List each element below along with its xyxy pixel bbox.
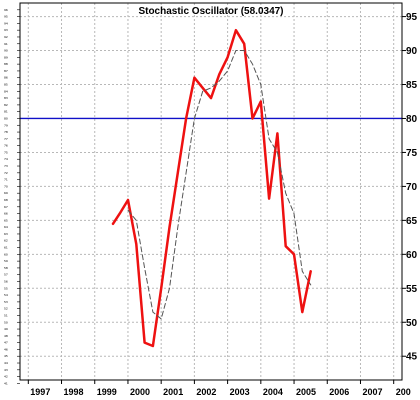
left-tick-label: 66 (4, 212, 8, 216)
left-tick-label: 51 (4, 313, 8, 317)
left-tick-label: 47 (4, 341, 8, 345)
left-tick-label: 43 (4, 368, 8, 372)
y-tick-label: 90 (406, 46, 418, 57)
y-tick-label: 55 (406, 284, 418, 295)
x-tick-label: 200 (396, 387, 411, 397)
left-tick-label: 80 (4, 116, 8, 120)
left-tick-label: 53 (4, 300, 8, 304)
y-tick-label: 85 (406, 80, 418, 91)
left-tick-label: 73 (4, 164, 8, 168)
signal-series-line (127, 50, 312, 320)
left-tick-label: 71 (4, 178, 8, 182)
left-tick-label: 89 (4, 55, 8, 59)
left-tick-label: 41 (4, 381, 8, 385)
left-tick-label: 76 (4, 144, 8, 148)
left-tick-label: 88 (4, 62, 8, 66)
left-tick-label: 61 (4, 246, 8, 250)
left-tick-label: 92 (4, 35, 8, 39)
y-tick-label: 60 (406, 250, 418, 261)
grid-layer (20, 3, 402, 380)
left-tick-label: 77 (4, 137, 8, 141)
left-tick-label: 49 (4, 327, 8, 331)
y-tick-label: 95 (406, 12, 418, 23)
y-tick-label: 65 (406, 216, 418, 227)
left-tick-label: 93 (4, 28, 8, 32)
right-y-axis: 45 50 55 60 65 70 75 80 85 90 95 (402, 12, 418, 363)
x-tick-label: 1998 (64, 387, 84, 397)
chart-title: Stochastic Oscillator (58.0347) (138, 6, 283, 17)
left-tick-label: 65 (4, 218, 8, 222)
left-mini-axis: 96 95 94 93 92 91 90 89 88 87 86 85 84 83 82 81 80 79 78 77… (4, 8, 20, 385)
left-tick-label: 55 (4, 286, 8, 290)
left-tick-label: 95 (4, 15, 8, 19)
left-tick-label: 59 (4, 259, 8, 263)
left-tick-label: 94 (4, 21, 8, 25)
left-tick-label: 54 (4, 293, 8, 297)
y-tick-label: 45 (406, 352, 418, 363)
left-tick-label: 62 (4, 239, 8, 243)
x-tick-label: 2003 (230, 387, 250, 397)
left-tick-label: 86 (4, 76, 8, 80)
left-tick-label: 57 (4, 273, 8, 277)
y-tick-label: 80 (406, 114, 418, 125)
y-tick-label: 50 (406, 318, 418, 329)
left-tick-label: 70 (4, 184, 8, 188)
left-tick-label: 50 (4, 320, 8, 324)
y-tick-label: 75 (406, 148, 418, 159)
left-tick-label: 72 (4, 171, 8, 175)
left-tick-label: 63 (4, 232, 8, 236)
left-tick-label: 58 (4, 266, 8, 270)
left-tick-label: 87 (4, 69, 8, 73)
left-tick-label: 44 (4, 361, 8, 365)
left-tick-label: 46 (4, 347, 8, 351)
left-tick-label: 52 (4, 307, 8, 311)
left-tick-label: 48 (4, 334, 8, 338)
x-tick-label: 2005 (296, 387, 316, 397)
left-tick-label: 84 (4, 89, 8, 93)
plot-frame (19, 2, 403, 381)
left-tick-label: 96 (4, 8, 8, 12)
x-tick-label: 1997 (30, 387, 50, 397)
left-tick-label: 78 (4, 130, 8, 134)
y-tick-label: 70 (406, 182, 418, 193)
x-tick-label: 2002 (196, 387, 216, 397)
x-tick-label: 2000 (130, 387, 150, 397)
left-tick-label: 56 (4, 280, 8, 284)
plot-border (19, 2, 403, 381)
left-tick-label: 85 (4, 83, 8, 87)
left-tick-label: 69 (4, 191, 8, 195)
left-tick-label: 82 (4, 103, 8, 107)
x-tick-label: 1999 (97, 387, 117, 397)
left-tick-label: 60 (4, 252, 8, 256)
left-tick-label: 74 (4, 157, 8, 161)
x-tick-label: 2001 (163, 387, 183, 397)
left-tick-label: 45 (4, 354, 8, 358)
oscillator-series-line (111, 28, 312, 348)
left-tick-label: 90 (4, 49, 8, 53)
left-tick-label: 67 (4, 205, 8, 209)
x-tick-label: 2004 (263, 387, 283, 397)
series-layer (111, 28, 312, 348)
left-tick-label: 79 (4, 123, 8, 127)
left-tick-label: 91 (4, 42, 8, 46)
left-tick-label: 75 (4, 150, 8, 154)
left-tick-label: 68 (4, 198, 8, 202)
left-tick-label: 83 (4, 96, 8, 100)
left-tick-label: 81 (4, 110, 8, 114)
x-axis: 1997 1998 1999 2000 2001 2002 2003 2004 2005 2006… (27, 380, 411, 397)
left-tick-label: 64 (4, 225, 8, 229)
x-tick-label: 2006 (329, 387, 349, 397)
x-tick-label: 2007 (362, 387, 382, 397)
left-tick-label: 42 (4, 375, 8, 379)
